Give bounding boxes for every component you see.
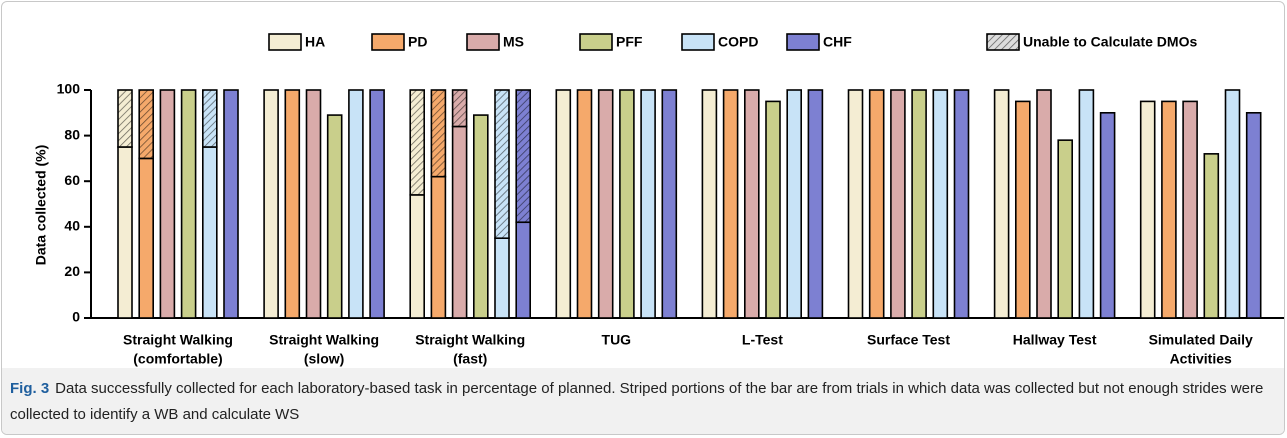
legend-swatch: [986, 33, 1020, 51]
bar: [1099, 112, 1116, 319]
bar: [619, 89, 635, 319]
bar-unable: [515, 89, 532, 224]
legend-swatch: [681, 33, 715, 51]
legend-label: MS: [503, 34, 524, 50]
bar: [1139, 100, 1156, 319]
y-tick-label: 100: [57, 81, 81, 97]
bar: [597, 89, 614, 319]
bar: [1203, 153, 1220, 319]
y-tick-label: 60: [64, 172, 80, 188]
bar: [117, 146, 133, 319]
legend-swatch: [579, 33, 613, 51]
x-tick-label: TUG: [602, 332, 632, 348]
legend-swatch: [268, 33, 302, 51]
legend-swatch: [371, 33, 405, 51]
bar: [807, 89, 824, 319]
caption-label: Fig. 3: [10, 380, 50, 397]
bar-unable: [409, 89, 426, 196]
bar-unable: [430, 89, 447, 178]
legend-label: PD: [408, 34, 427, 50]
x-tick-label: Surface Test: [867, 332, 950, 348]
legend-label: Unable to Calculate DMOs: [1023, 34, 1197, 50]
bar: [1014, 100, 1031, 319]
y-tick-label: 0: [72, 309, 80, 325]
y-tick-label: 20: [64, 263, 80, 279]
x-tick-label: Straight Walking: [415, 332, 525, 348]
bar: [640, 89, 656, 319]
bar: [911, 89, 927, 319]
y-tick-label: 80: [64, 126, 80, 142]
bar: [515, 221, 532, 319]
bar: [159, 89, 176, 319]
bar: [472, 114, 489, 319]
bar: [555, 89, 572, 319]
bar: [765, 100, 781, 319]
bar-unable: [202, 89, 218, 148]
legend-label: PFF: [616, 34, 643, 50]
x-tick-label: (slow): [304, 351, 344, 367]
bar: [1245, 112, 1262, 319]
bar: [1182, 100, 1198, 319]
bar: [263, 89, 279, 319]
legend-swatch: [786, 33, 820, 51]
bar: [722, 89, 739, 319]
x-tick-label: L-Test: [742, 332, 783, 348]
bar: [348, 89, 364, 319]
legend-swatch: [466, 33, 500, 51]
bar: [890, 89, 906, 319]
bar: [284, 89, 301, 319]
bar-unable: [451, 89, 468, 128]
bar: [1036, 89, 1052, 319]
caption: Fig. 3 Data successfully collected for ea…: [2, 368, 1284, 434]
bar: [701, 89, 718, 319]
bar: [786, 89, 803, 319]
bar: [451, 125, 468, 319]
legend-label: COPD: [718, 34, 758, 50]
caption-text: Data successfully collected for each lab…: [10, 380, 1264, 423]
bar: [305, 89, 322, 319]
legend-label: HA: [305, 34, 325, 50]
bar: [138, 157, 154, 319]
bar: [932, 89, 949, 319]
bar: [202, 146, 218, 319]
bar: [953, 89, 970, 319]
bar: [409, 194, 426, 319]
x-tick-label: Straight Walking: [123, 332, 233, 348]
bar: [494, 237, 510, 319]
bar: [1224, 89, 1241, 319]
chart: Data collected (%) 0 20 40 60 80 100 Straight …: [33, 33, 1284, 367]
y-axis-title: Data collected (%): [33, 145, 49, 266]
bar: [1057, 139, 1073, 319]
bar-unable: [138, 89, 154, 160]
bar-unable: [117, 89, 133, 148]
x-tick-label: Simulated Daily: [1149, 332, 1253, 348]
bar: [1161, 100, 1177, 319]
bar: [576, 89, 593, 319]
bar: [1078, 89, 1095, 319]
bar: [180, 89, 197, 319]
bar: [743, 89, 760, 319]
bar: [326, 114, 343, 319]
bar: [430, 175, 447, 319]
bar: [369, 89, 385, 319]
bar: [223, 89, 239, 319]
x-tick-label: (fast): [453, 351, 487, 367]
bar-unable: [494, 89, 510, 239]
bar: [993, 89, 1010, 319]
bar: [868, 89, 885, 319]
legend-label: CHF: [823, 34, 852, 50]
bar: [661, 89, 678, 319]
bar: [847, 89, 864, 319]
x-tick-label: Activities: [1170, 351, 1232, 367]
y-tick-label: 40: [64, 218, 80, 234]
x-tick-label: Hallway Test: [1013, 332, 1097, 348]
x-tick-label: Straight Walking: [269, 332, 379, 348]
x-tick-label: (comfortable): [133, 351, 222, 367]
